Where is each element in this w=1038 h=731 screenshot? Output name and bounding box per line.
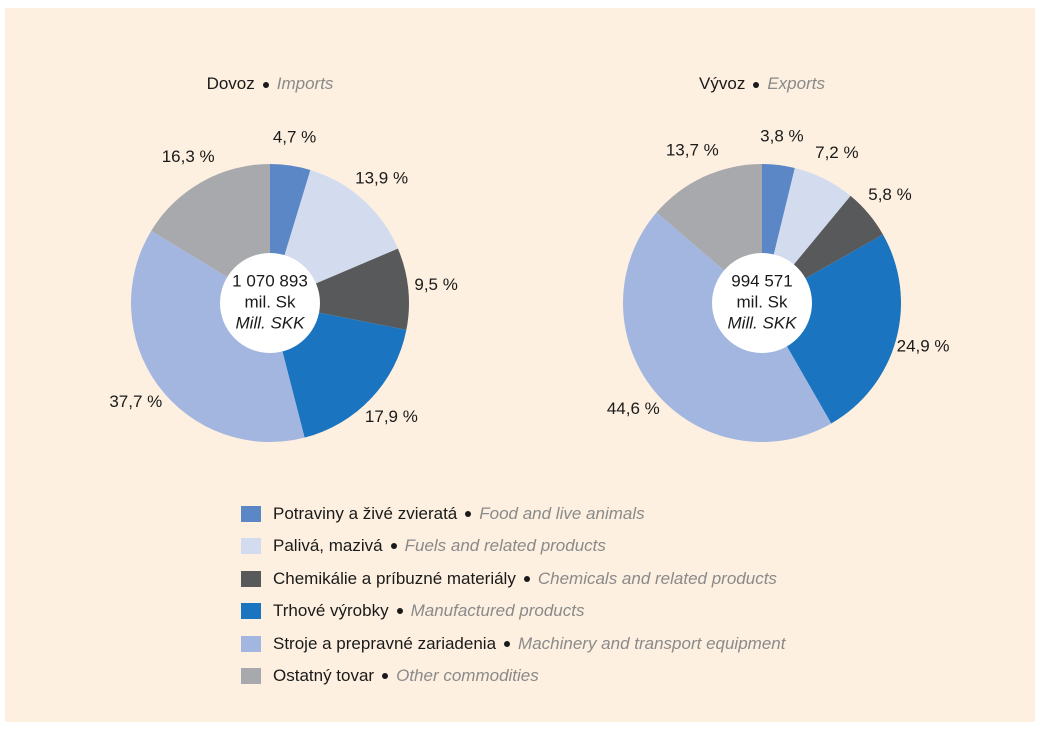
slice-label: 24,9 % <box>897 337 950 356</box>
slice-label: 13,7 % <box>666 141 719 160</box>
legend-swatch <box>241 668 261 684</box>
center-label: 1 070 893 <box>232 271 308 290</box>
legend-name-en: Chemicals and related products <box>537 568 777 588</box>
legend-name: Chemikálie a príbuzné materiály <box>273 568 516 588</box>
slice-label: 44,6 % <box>607 399 660 418</box>
center-label: Mill. SKK <box>728 313 798 332</box>
chart-title: Vývoz Exports <box>562 74 962 94</box>
slice-label: 17,9 % <box>365 407 418 426</box>
slice-label: 37,7 % <box>109 392 162 411</box>
pie-slice <box>130 230 305 443</box>
separator-dot <box>504 640 511 647</box>
separator-dot <box>396 608 403 615</box>
title-en: Exports <box>767 74 825 93</box>
legend-swatch <box>241 506 261 522</box>
legend-name-en: Machinery and transport equipment <box>518 633 786 653</box>
slice-label: 13,9 % <box>355 168 408 187</box>
legend-entry: Ostatný tovar Other commodities <box>241 666 539 686</box>
legend-swatch <box>241 635 261 652</box>
slice-label: 3,8 % <box>760 127 803 146</box>
slice-label: 16,3 % <box>162 147 215 166</box>
slice-label: 4,7 % <box>273 127 316 146</box>
legend-name: Stroje a prepravné zariadenia <box>273 633 497 653</box>
legend-name: Palivá, mazivá <box>273 536 383 556</box>
donut-hole <box>712 253 812 353</box>
center-label: 994 571 <box>731 271 792 290</box>
title-en: Imports <box>276 74 334 93</box>
legend-swatch <box>241 570 261 587</box>
legend-swatch <box>241 538 261 555</box>
donut-hole <box>220 253 320 353</box>
pie-slice <box>762 234 901 424</box>
legend-name: Ostatný tovar <box>273 666 375 685</box>
separator-dot <box>390 543 397 550</box>
separator-dot <box>523 575 530 582</box>
title-sk: Dovoz <box>206 74 255 93</box>
title-sk: Vývoz <box>699 74 746 93</box>
legend-entry: Palivá, mazivá Fuels and related products <box>241 536 606 556</box>
center-label: Mill. SKK <box>236 313 306 332</box>
separator-dot <box>465 511 472 517</box>
slice-label: 7,2 % <box>815 143 858 162</box>
legend-name-en: Food and live animals <box>479 504 645 523</box>
legend-entry: Potraviny a živé zvieratá Food and live a… <box>241 504 645 524</box>
chart-title: Dovoz Imports <box>70 74 470 94</box>
separator-dot <box>382 673 389 679</box>
slice-label: 5,8 % <box>868 185 911 204</box>
legend-name-en: Manufactured products <box>410 601 585 621</box>
legend-name: Trhové výrobky <box>273 601 389 621</box>
separator-dot <box>262 81 269 88</box>
legend-entry: Stroje a prepravné zariadenia Machinery a… <box>241 634 785 654</box>
legend-name-en: Fuels and related products <box>404 536 606 556</box>
center-label: mil. Sk <box>245 292 297 311</box>
legend-entry: Chemikálie a príbuzné materiály Chemicals… <box>241 569 777 589</box>
legend-name-en: Other commodities <box>396 666 539 685</box>
separator-dot <box>753 81 760 88</box>
center-label: mil. Sk <box>737 292 789 311</box>
legend-entry: Trhové výrobky Manufactured products <box>241 601 584 621</box>
legend-name: Potraviny a živé zvieratá <box>273 504 458 523</box>
slice-label: 9,5 % <box>414 275 457 294</box>
legend-swatch <box>241 603 261 620</box>
